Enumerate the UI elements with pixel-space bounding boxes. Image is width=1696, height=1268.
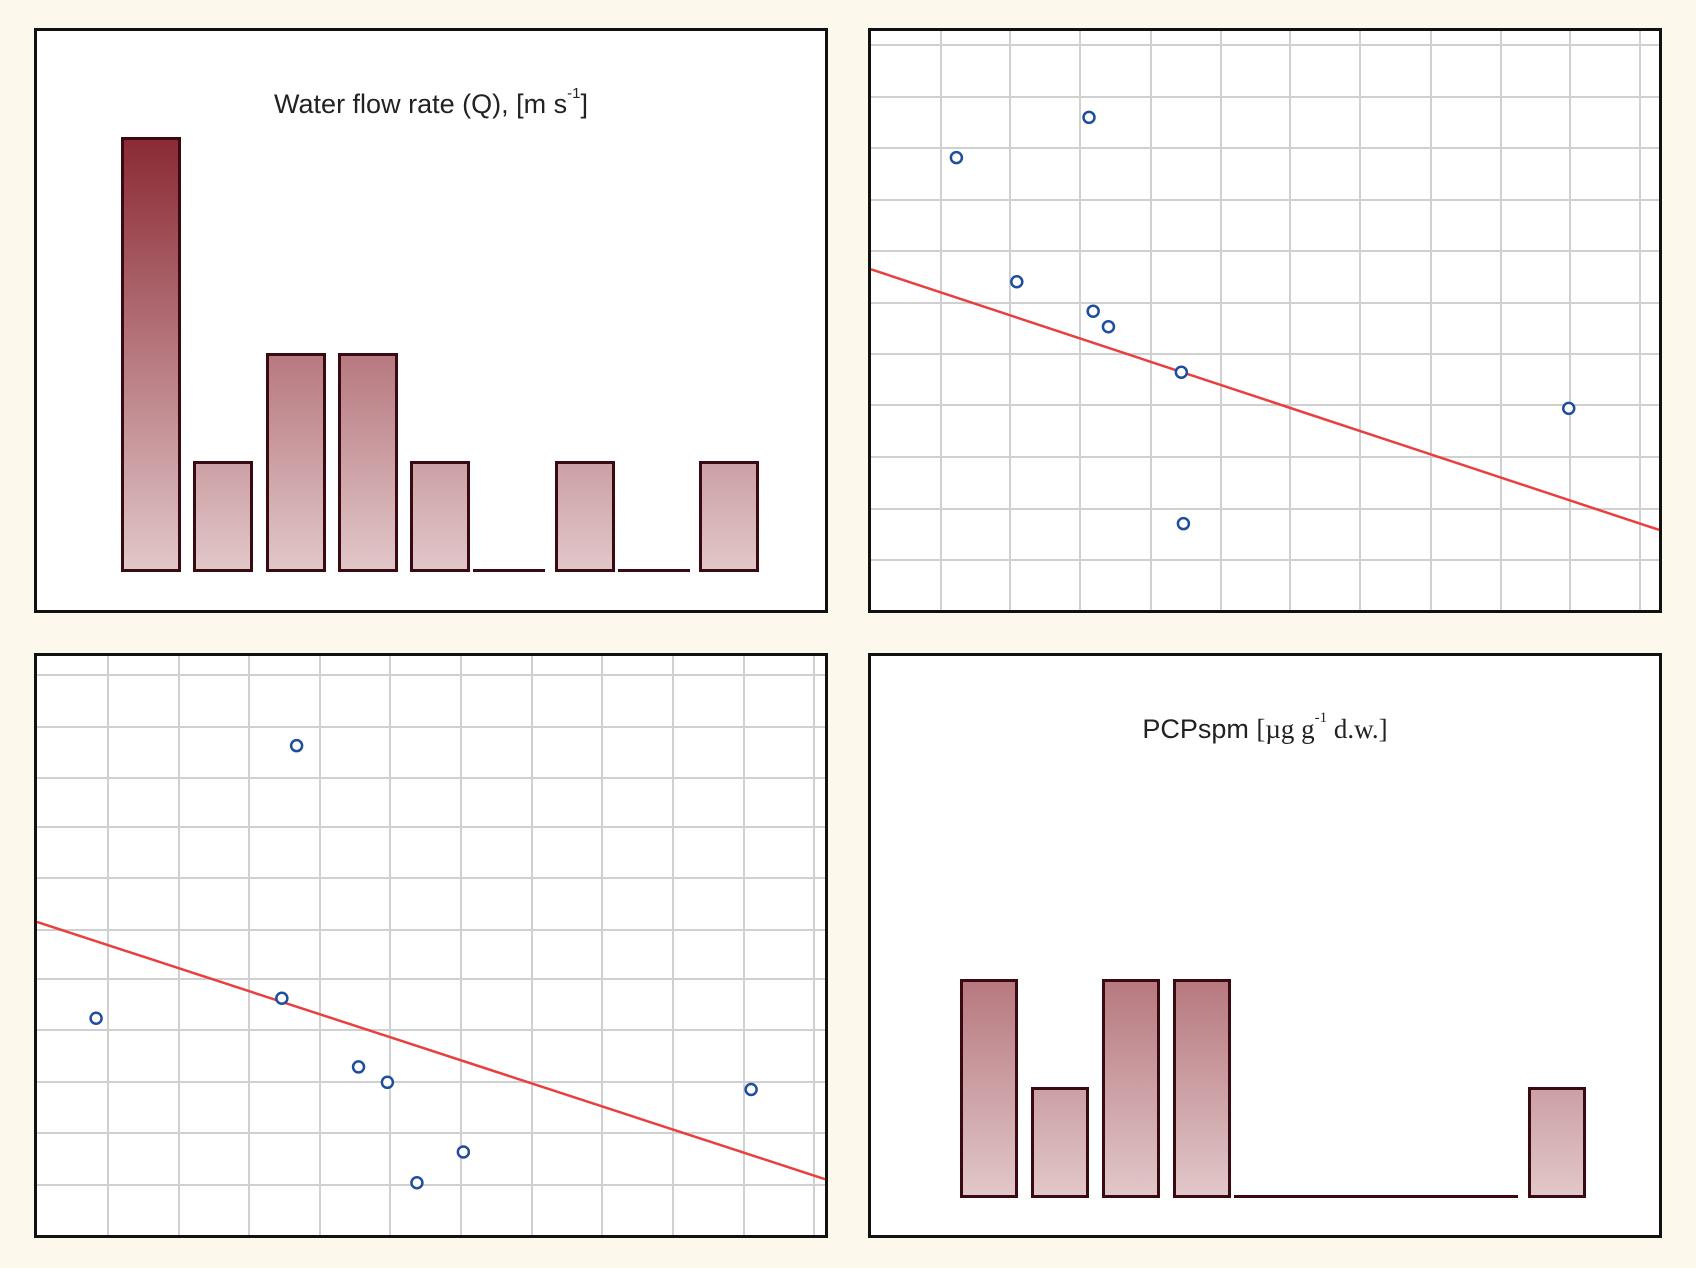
data-point-marker — [1101, 319, 1116, 334]
data-point-marker — [89, 1011, 103, 1026]
data-point-marker — [1176, 516, 1191, 531]
data-point-marker — [351, 1060, 366, 1074]
bar — [410, 461, 471, 572]
title-text: Water flow rate (Q), [m s — [274, 89, 568, 119]
data-point-marker — [1086, 304, 1100, 318]
bar — [960, 979, 1018, 1198]
data-point-marker — [289, 738, 304, 753]
title-end: ] — [580, 89, 588, 119]
bar — [265, 353, 326, 572]
regression-line — [37, 920, 825, 1181]
regression-line — [871, 268, 1659, 532]
scatter-canvas — [37, 656, 825, 1235]
scatter-canvas — [871, 31, 1659, 610]
title-superscript: -1 — [1314, 710, 1328, 726]
data-point-marker — [410, 1175, 424, 1190]
data-point-marker — [1174, 365, 1189, 379]
title-superscript: -1 — [567, 85, 581, 102]
data-point-marker — [456, 1145, 471, 1159]
data-point-marker — [380, 1075, 395, 1090]
bar — [554, 461, 615, 572]
bar — [699, 461, 760, 572]
data-point-marker — [275, 991, 289, 1006]
title-unit-end: d.w.] — [1327, 714, 1388, 744]
bar — [121, 137, 181, 572]
data-point-marker — [1561, 401, 1576, 416]
scatter-plot-top-right — [868, 28, 1662, 613]
data-point-marker — [949, 150, 964, 165]
pcp-spm-bar-chart: PCPspm [µg g-1 d.w.] — [868, 653, 1662, 1238]
data-point-marker — [744, 1082, 758, 1097]
title-unit: [µg g — [1256, 714, 1315, 744]
bar — [1102, 979, 1160, 1198]
bar — [1528, 1087, 1586, 1198]
zero-bar — [1376, 1195, 1447, 1198]
bar — [1031, 1087, 1089, 1198]
water-flow-bar-chart: Water flow rate (Q), [m s-1] — [34, 28, 828, 613]
bar — [1173, 979, 1231, 1198]
chart-title-water-flow: Water flow rate (Q), [m s-1] — [37, 85, 825, 120]
zero-bar — [1234, 1195, 1305, 1198]
zero-bar — [1447, 1195, 1518, 1198]
scatter-plot-bottom-left — [34, 653, 828, 1238]
title-text: PCPspm — [1142, 714, 1257, 744]
chart-title-pcpspm: PCPspm [µg g-1 d.w.] — [871, 710, 1659, 745]
zero-bar — [1305, 1195, 1376, 1198]
zero-bar — [473, 569, 546, 572]
data-point-marker — [1082, 110, 1096, 125]
bar — [193, 461, 254, 572]
bar — [337, 353, 398, 572]
zero-bar — [617, 569, 691, 572]
data-point-marker — [1010, 274, 1024, 289]
